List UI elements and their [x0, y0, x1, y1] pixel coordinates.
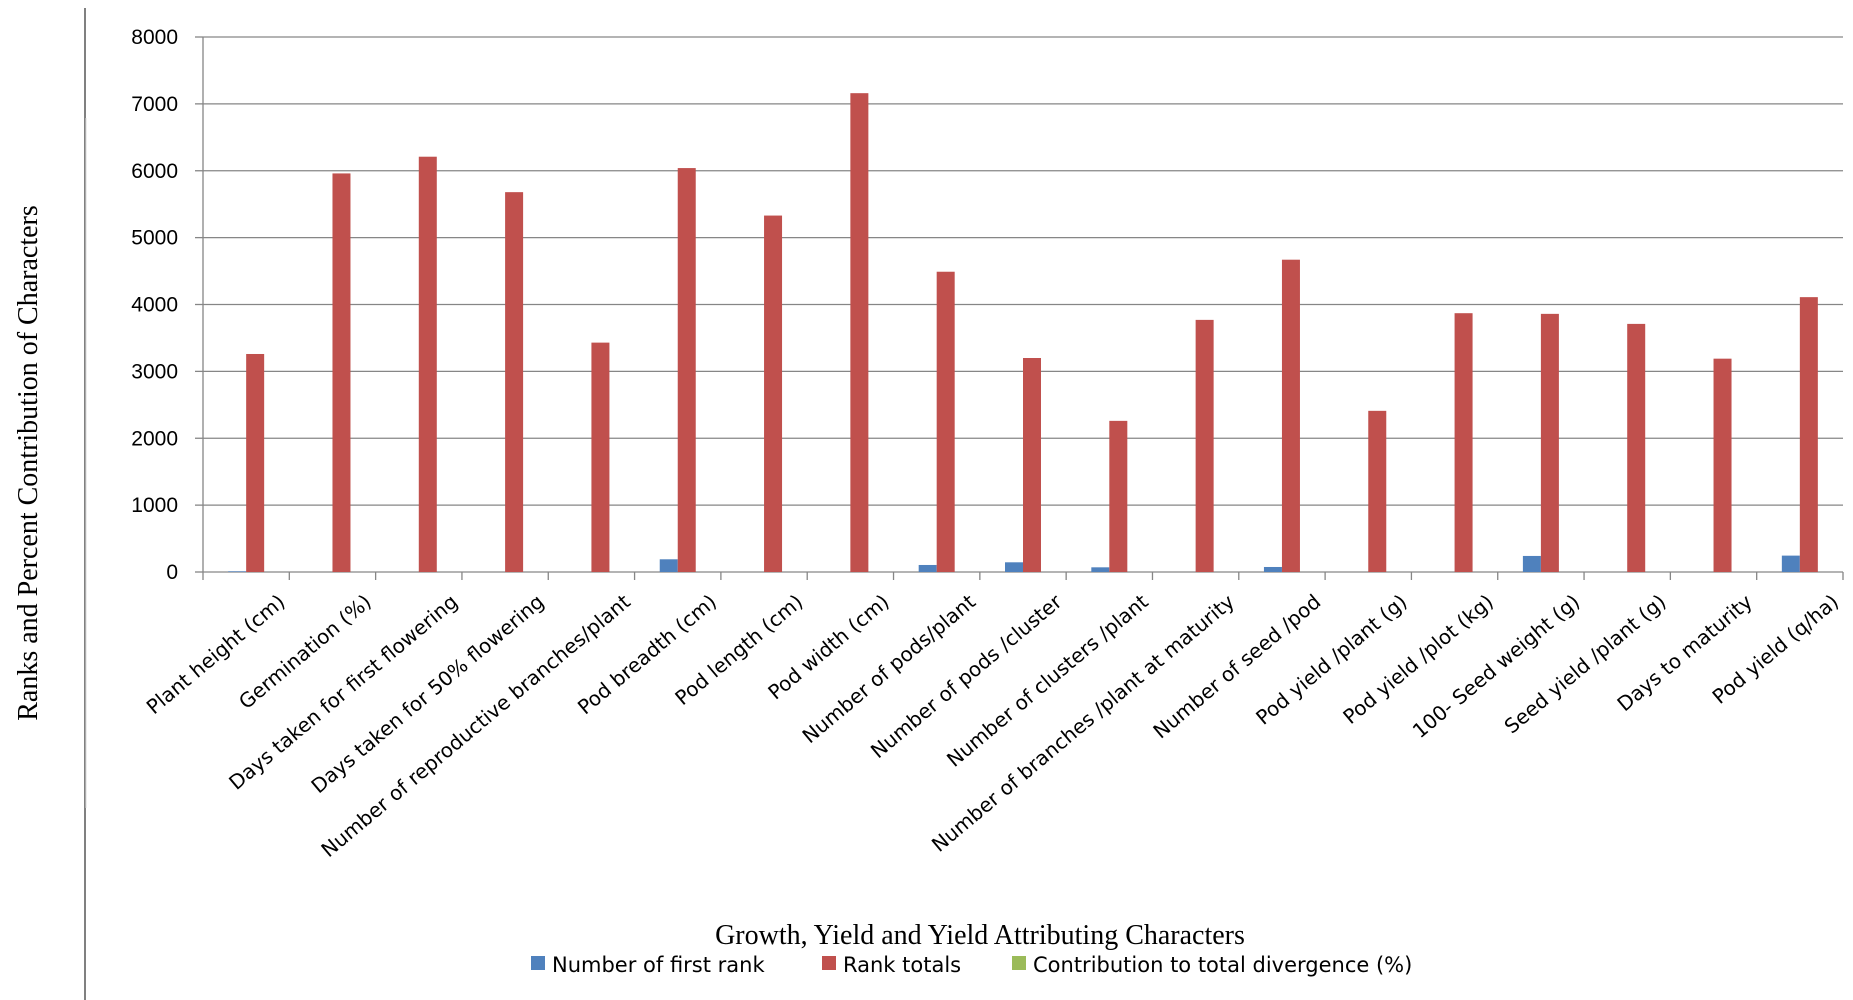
y-axis-ticks: 0 1000 2000 3000 4000 5000 6000 7000 8000	[131, 26, 204, 584]
bar	[1368, 410, 1387, 572]
bar	[936, 271, 955, 572]
legend-label: Rank totals	[843, 953, 961, 977]
x-tick-label: Number of branches /plant at maturity	[927, 589, 1239, 856]
bar	[1627, 323, 1646, 572]
bar	[1454, 313, 1473, 572]
legend-swatch	[531, 956, 545, 970]
bar	[505, 192, 524, 572]
y-tick-label: 2000	[131, 427, 178, 450]
x-tick-label: Number of seed /pod	[1148, 589, 1325, 743]
bar	[1091, 567, 1110, 572]
bar	[1522, 555, 1541, 572]
y-tick-label: 5000	[131, 227, 178, 250]
legend-label: Contribution to total divergence (%)	[1033, 953, 1412, 977]
x-axis-title: Growth, Yield and Yield Attributing Char…	[715, 920, 1245, 951]
legend-swatch	[822, 956, 836, 970]
y-tick-label: 3000	[131, 360, 178, 383]
bar	[659, 559, 678, 572]
x-tick-label: Number of reproductive branches/plant	[316, 589, 634, 862]
y-tick-label: 6000	[131, 160, 178, 183]
bar	[228, 571, 247, 572]
bar	[418, 156, 437, 573]
bar	[1109, 420, 1128, 572]
y-tick-label: 1000	[131, 494, 178, 517]
x-tick-label: Pod yield /plant (g)	[1251, 589, 1411, 729]
x-tick-label: Seed yield /plant (g)	[1500, 589, 1671, 738]
bar	[850, 93, 869, 573]
y-tick-label: 0	[166, 561, 178, 584]
x-tick-label: 100- Seed weight (g)	[1408, 589, 1584, 743]
x-axis-ticks	[202, 572, 1844, 580]
bar	[1713, 358, 1732, 572]
bar	[1781, 555, 1800, 572]
bar	[1281, 259, 1300, 572]
bar	[332, 173, 351, 573]
bar	[1540, 313, 1559, 572]
y-tick-label: 7000	[131, 93, 178, 116]
bar	[1263, 566, 1282, 572]
legend-label: Number of first rank	[552, 953, 765, 977]
y-axis-title: Ranks and Percent Contribution of Charac…	[13, 205, 44, 721]
legend-swatch	[1012, 956, 1026, 970]
x-tick-label: Pod yield /plot (kg)	[1338, 589, 1498, 728]
legend: Number of first rank Rank totals Contribut…	[531, 953, 1412, 977]
bar	[918, 564, 937, 572]
bar	[764, 215, 783, 572]
bar	[1799, 297, 1818, 572]
bar	[591, 342, 610, 572]
bars	[228, 93, 1818, 573]
category-labels: Plant height (cm)Germination (%)Days tak…	[142, 589, 1844, 862]
bar	[1005, 562, 1023, 572]
bar	[246, 353, 265, 572]
y-tick-label: 8000	[131, 26, 178, 49]
y-tick-label: 4000	[131, 294, 178, 317]
bar	[1023, 358, 1041, 572]
bar	[677, 168, 696, 572]
x-tick-label: Plant height (cm)	[142, 589, 290, 719]
bar	[1195, 319, 1214, 572]
